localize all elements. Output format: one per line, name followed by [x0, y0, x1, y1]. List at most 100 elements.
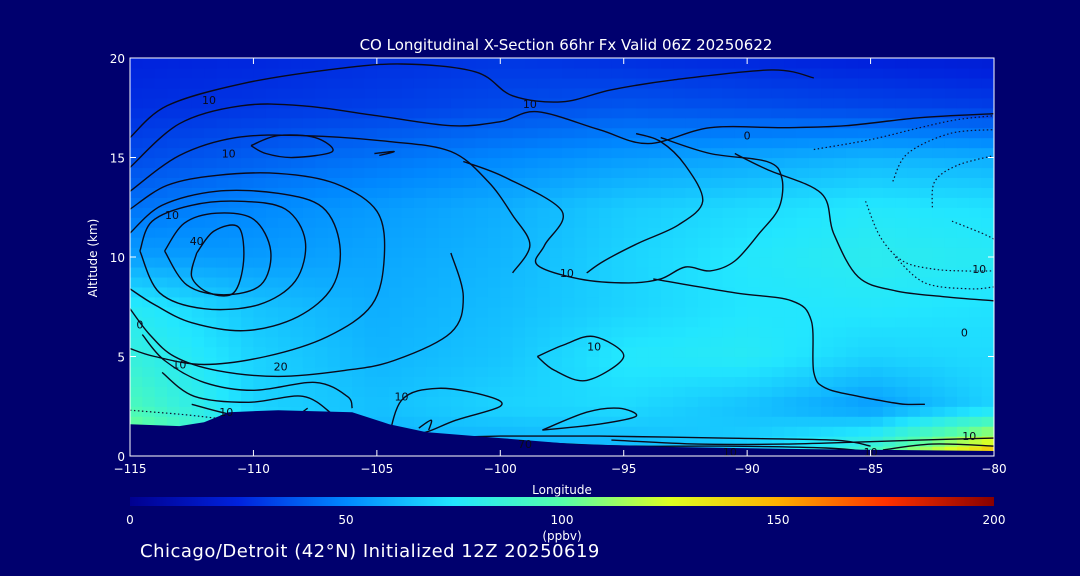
heatmap-cell	[685, 97, 699, 109]
heatmap-cell	[512, 207, 526, 218]
heatmap-cell	[907, 376, 921, 387]
heatmap-cell	[401, 197, 415, 208]
heatmap-cell	[907, 77, 921, 89]
heatmap-cell	[697, 147, 711, 159]
contour-line	[161, 371, 333, 415]
heatmap-cell	[130, 97, 143, 109]
heatmap-cell	[759, 107, 773, 119]
heatmap-cell	[167, 346, 180, 358]
heatmap-cell	[253, 336, 267, 348]
heatmap-cell	[450, 217, 464, 228]
heatmap-cell	[438, 227, 452, 238]
heatmap-cell	[685, 67, 699, 79]
heatmap-cell	[364, 386, 378, 397]
heatmap-cell	[352, 366, 366, 377]
heatmap-cell	[154, 137, 168, 149]
heatmap-cell	[623, 366, 637, 377]
heatmap-cell	[685, 147, 699, 159]
heatmap-cell	[253, 247, 267, 258]
heatmap-cell	[907, 187, 921, 198]
y-tick-label: 20	[110, 52, 125, 66]
heatmap-cell	[278, 247, 292, 258]
heatmap-cell	[808, 366, 822, 377]
heatmap-cell	[500, 416, 514, 427]
heatmap-cell	[463, 197, 477, 208]
heatmap-cell	[401, 77, 415, 89]
heatmap-cell	[500, 356, 514, 368]
heatmap-cell	[413, 376, 427, 387]
heatmap-cell	[673, 436, 687, 447]
heatmap-cell	[784, 286, 798, 298]
heatmap-cell	[278, 296, 292, 308]
heatmap-cell	[512, 346, 526, 358]
heatmap-cell	[191, 147, 205, 159]
heatmap-cell	[599, 137, 612, 149]
heatmap-cell	[265, 67, 279, 79]
heatmap-cell	[142, 286, 156, 298]
heatmap-cell	[845, 406, 859, 417]
colorbar-tick-label: 150	[767, 513, 790, 527]
heatmap-cell	[401, 416, 415, 427]
heatmap-cell	[660, 167, 674, 178]
heatmap-cell	[821, 97, 835, 109]
heatmap-cell	[784, 147, 798, 159]
heatmap-cell	[858, 167, 872, 178]
heatmap-cell	[722, 386, 736, 397]
heatmap-cell	[944, 426, 958, 437]
heatmap-cell	[833, 266, 847, 278]
heatmap-cell	[167, 416, 180, 427]
heatmap-cell	[833, 187, 847, 198]
heatmap-cell	[599, 416, 612, 427]
heatmap-cell	[759, 67, 773, 79]
heatmap-cell	[660, 197, 674, 208]
heatmap-cell	[759, 306, 773, 318]
heatmap-cell	[648, 276, 662, 288]
heatmap-cell	[524, 336, 538, 348]
heatmap-cell	[919, 376, 933, 387]
heatmap-cell	[216, 316, 230, 328]
heatmap-cell	[907, 366, 921, 377]
heatmap-cell	[586, 157, 600, 169]
heatmap-cell	[327, 117, 341, 129]
heatmap-cell	[463, 237, 477, 248]
heatmap-cell	[882, 416, 896, 427]
heatmap-cell	[327, 67, 341, 79]
heatmap-cell	[389, 197, 403, 208]
heatmap-cell	[413, 416, 427, 427]
heatmap-cell	[747, 336, 761, 348]
heatmap-cell	[821, 127, 835, 139]
heatmap-cell	[796, 157, 810, 169]
heatmap-cell	[697, 58, 711, 69]
heatmap-cell	[562, 67, 575, 79]
heatmap-cell	[413, 286, 427, 298]
heatmap-cell	[722, 296, 736, 308]
x-tick-label: −80	[981, 462, 1006, 476]
heatmap-cell	[919, 117, 933, 129]
heatmap-cell	[586, 286, 600, 298]
heatmap-cell	[648, 336, 662, 348]
heatmap-cell	[302, 117, 316, 129]
heatmap-cell	[512, 376, 526, 387]
heatmap-cell	[586, 177, 600, 188]
heatmap-cell	[636, 426, 649, 437]
heatmap-cell	[278, 127, 292, 139]
heatmap-cell	[956, 147, 970, 159]
heatmap-cell	[339, 77, 353, 89]
heatmap-cell	[969, 77, 983, 89]
heatmap-cell	[722, 87, 736, 99]
heatmap-cell	[401, 266, 415, 278]
heatmap-cell	[969, 207, 983, 218]
heatmap-cell	[697, 276, 711, 288]
heatmap-cell	[450, 356, 464, 368]
contour-line	[130, 252, 465, 378]
heatmap-cell	[697, 416, 711, 427]
heatmap-cell	[611, 376, 625, 387]
heatmap-cell	[524, 197, 538, 208]
heatmap-cell	[574, 67, 588, 79]
heatmap-cell	[821, 147, 835, 159]
heatmap-cell	[352, 406, 366, 417]
heatmap-cell	[697, 346, 711, 358]
heatmap-cell	[537, 127, 551, 139]
heatmap-cell	[142, 237, 156, 248]
heatmap-cell	[845, 336, 859, 348]
